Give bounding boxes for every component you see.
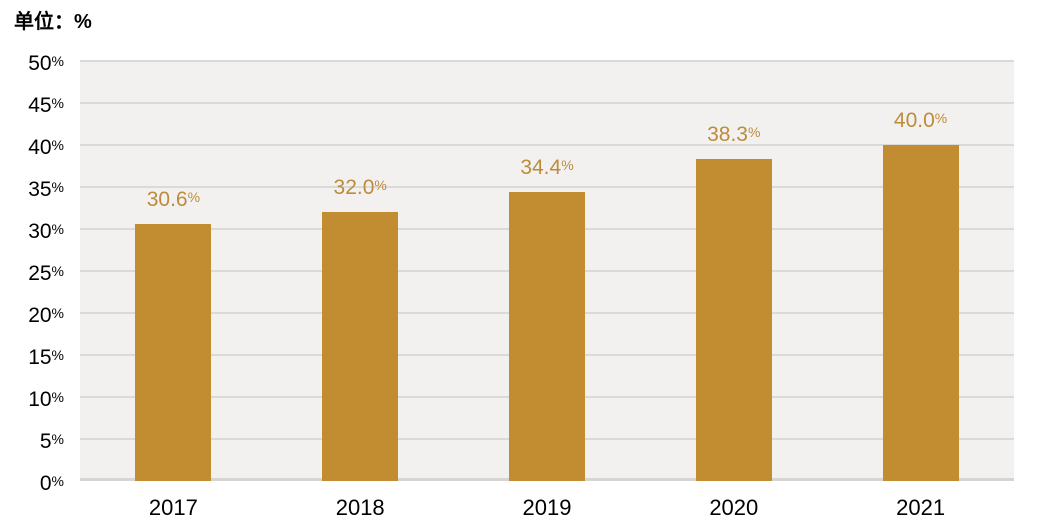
x-axis: 2017 2018 2019 2020 2021 xyxy=(80,491,1014,525)
bar-slot: 32.0% xyxy=(267,61,454,481)
percent-sign: % xyxy=(747,124,761,141)
y-axis-tick-label: 5% xyxy=(0,427,64,453)
y-tick-value: 35 xyxy=(28,178,52,201)
y-axis-tick-label: 15% xyxy=(0,343,64,369)
plot-area: 30.6% 32.0% 34.4% 38.3% 40.0% xyxy=(80,60,1014,481)
percent-sign: % xyxy=(51,53,64,69)
x-axis-tick-label: 2021 xyxy=(896,495,946,520)
gridline xyxy=(80,186,1014,188)
percent-sign: % xyxy=(51,347,64,363)
gridline xyxy=(80,144,1014,146)
percent-sign: % xyxy=(51,305,64,321)
y-axis-tick-label: 10% xyxy=(0,385,64,411)
percent-sign: % xyxy=(51,263,64,279)
y-axis-tick-label: 50% xyxy=(0,49,64,75)
y-tick-value: 45 xyxy=(28,94,52,117)
y-tick-value: 20 xyxy=(28,304,52,327)
bar-data-label: 38.3% xyxy=(707,123,760,147)
y-tick-value: 40 xyxy=(28,136,52,159)
x-axis-tick-label: 2018 xyxy=(335,495,385,520)
y-axis-tick-label: 35% xyxy=(0,175,64,201)
percent-sign: % xyxy=(374,177,387,194)
y-tick-value: 15 xyxy=(28,346,52,369)
y-tick-value: 30 xyxy=(28,220,52,243)
bar-data-label: 40.0% xyxy=(894,109,947,133)
percent-sign: % xyxy=(561,157,574,174)
bar-data-value: 32.0 xyxy=(333,176,375,200)
bar-slot: 30.6% xyxy=(80,61,267,481)
percent-sign: % xyxy=(51,95,64,111)
bar-2021 xyxy=(882,145,959,481)
y-axis-tick-label: 40% xyxy=(0,133,64,159)
bar-data-label: 34.4% xyxy=(520,156,573,180)
bar-slot: 40.0% xyxy=(827,61,1014,481)
bar-data-value: 34.4 xyxy=(520,156,562,180)
percent-sign: % xyxy=(51,221,64,237)
percent-sign: % xyxy=(51,431,64,447)
y-axis-tick-label: 45% xyxy=(0,91,64,117)
x-axis-tick-label: 2017 xyxy=(148,495,198,520)
gridline xyxy=(80,60,1014,62)
percent-sign: % xyxy=(51,389,64,405)
y-tick-value: 50 xyxy=(28,52,52,75)
bar-data-value: 30.6 xyxy=(146,187,188,211)
x-axis-tick-label: 2019 xyxy=(522,495,572,520)
y-tick-value: 0 xyxy=(39,472,52,495)
bar-slot: 38.3% xyxy=(640,61,827,481)
y-tick-value: 10 xyxy=(28,388,52,411)
y-axis-tick-label: 20% xyxy=(0,301,64,327)
percent-sign: % xyxy=(187,188,201,205)
bar-2019 xyxy=(508,192,585,481)
y-axis: 0% 5% 10% 15% 20% 25% 30% 35% 40% 45% 50% xyxy=(0,52,64,495)
bar-2020 xyxy=(695,159,772,481)
y-axis-tick-label: 30% xyxy=(0,217,64,243)
percent-sign: % xyxy=(934,110,948,126)
percent-sign: % xyxy=(51,473,64,489)
bar-data-label: 32.0% xyxy=(334,176,387,200)
x-axis-tick-label: 2020 xyxy=(709,495,759,520)
bar-data-value: 38.3 xyxy=(707,123,748,147)
percent-sign: % xyxy=(51,137,64,153)
y-axis-tick-label: 0% xyxy=(0,469,64,495)
percent-sign: % xyxy=(51,179,64,195)
bar-data-label: 30.6% xyxy=(147,188,200,212)
bar-2017 xyxy=(135,223,212,481)
y-tick-value: 25 xyxy=(28,262,52,285)
y-tick-value: 5 xyxy=(39,430,52,453)
gridline xyxy=(80,102,1014,104)
bar-data-value: 40.0 xyxy=(893,109,935,132)
chart-unit-title: 单位：% xyxy=(14,11,92,33)
bar-slot: 34.4% xyxy=(454,61,641,481)
y-axis-tick-label: 25% xyxy=(0,259,64,285)
bar-2018 xyxy=(322,212,399,481)
